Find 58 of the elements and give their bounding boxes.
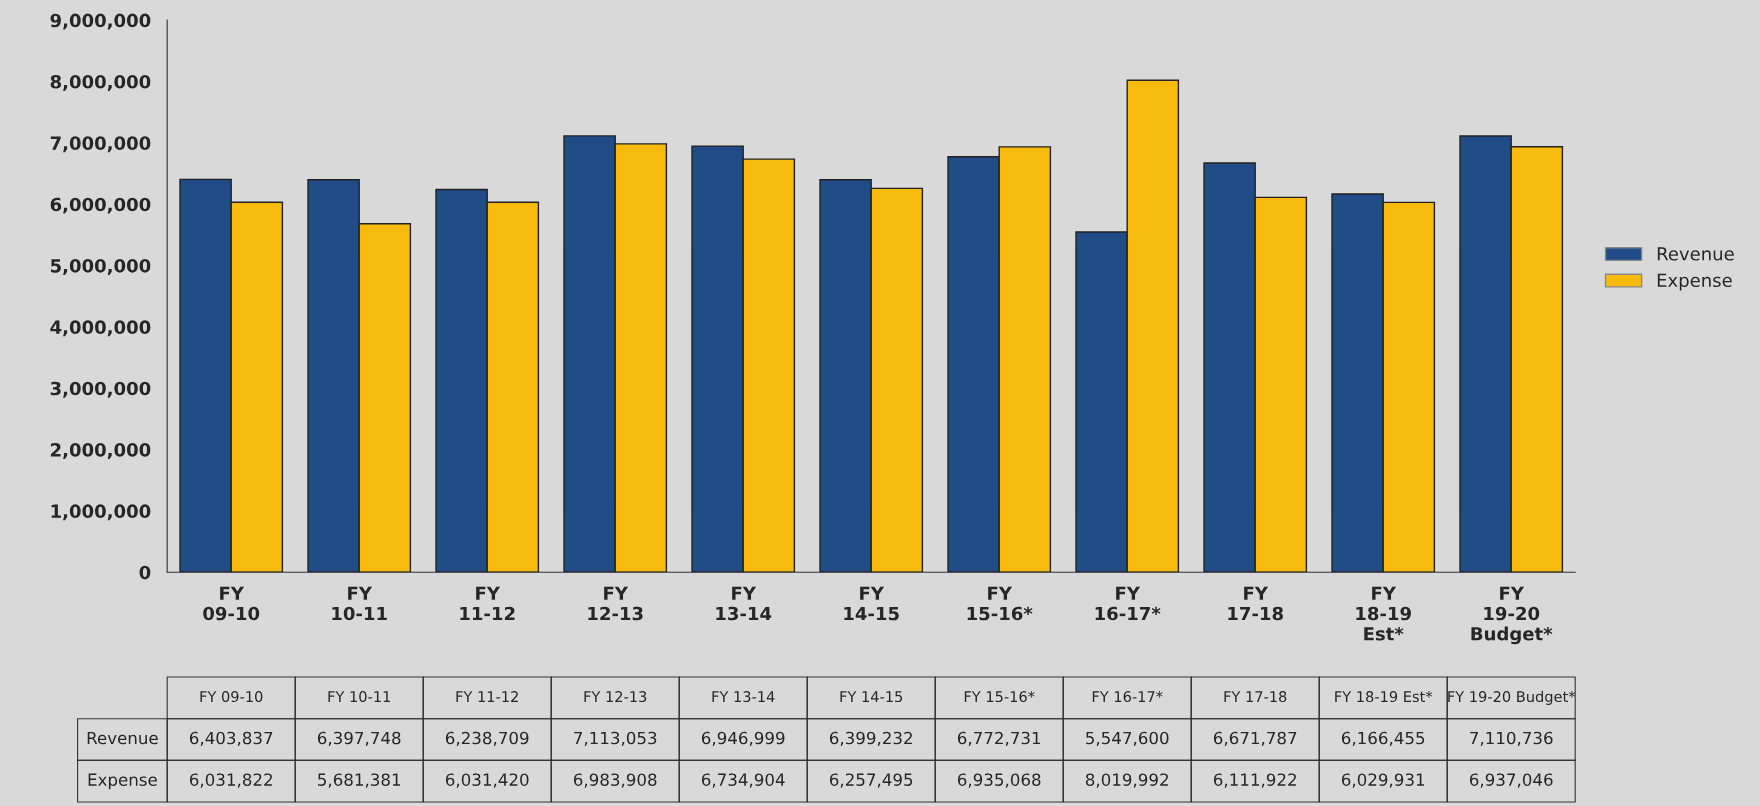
data-label: 6,946,999 (701, 731, 785, 747)
x-tick-label: FY 11-12 (460, 586, 515, 621)
x-tick-label: FY 13-14 (716, 586, 772, 621)
category-label: FY 13-14 (712, 691, 775, 703)
category-label: FY 15-16* (964, 691, 1035, 703)
y-tick-label: 3,000,000 (50, 381, 151, 398)
category-label: FY 09-10 (200, 691, 263, 703)
y-tick-label: 4,000,000 (50, 320, 151, 337)
y-tick-label: 5,000,000 (50, 258, 151, 275)
x-tick-label: FY 17-18 (1228, 586, 1283, 621)
x-tick-label: FY 16-17* (1095, 586, 1161, 621)
y-tick-label: 6,000,000 (50, 197, 151, 214)
data-label: 6,399,232 (829, 731, 912, 747)
data-label: 6,983,908 (573, 773, 657, 788)
x-tick-label: FY 18-19 Est* (1356, 586, 1411, 641)
category-label: FY 14-15 (840, 691, 903, 703)
y-tick-label: 0 (139, 565, 151, 580)
category-label: FY 17-18 (1224, 691, 1287, 703)
y-tick-label: 8,000,000 (50, 74, 151, 91)
x-tick-label: FY 19-20 Budget* (1471, 586, 1553, 645)
data-label: 6,734,904 (701, 773, 785, 788)
category-label: FY 18-19 Est* (1335, 691, 1433, 703)
data-label: 6,257,495 (829, 773, 913, 788)
x-tick-label: FY 10-11 (332, 586, 387, 621)
category-label: FY 11-12 (456, 691, 518, 702)
data-label: 6,671,787 (1213, 731, 1297, 747)
data-label: 6,935,068 (957, 773, 1041, 788)
y-tick-label: 9,000,000 (50, 13, 151, 30)
category-label: FY 16-17* (1092, 691, 1163, 703)
data-label: 7,110,736 (1470, 731, 1553, 747)
x-tick-label: FY 15-16* (967, 586, 1033, 621)
data-label: 6,397,748 (317, 731, 401, 747)
category-label: FY 12-13 (584, 691, 647, 703)
y-tick-label: 7,000,000 (50, 136, 151, 153)
text: Expense (88, 773, 157, 790)
data-label: 6,029,931 (1341, 773, 1425, 788)
data-label: 6,403,837 (189, 731, 273, 747)
data-label: 6,111,922 (1213, 773, 1296, 788)
data-label: 6,238,709 (445, 731, 529, 747)
y-tick-label: 1,000,000 (51, 504, 151, 521)
data-label: 7,113,053 (574, 731, 657, 747)
data-label: 5,681,381 (318, 773, 401, 788)
y-tick-label: 2,000,000 (51, 443, 151, 459)
legend-label: Expense (1657, 273, 1732, 291)
x-tick-label: FY 12-13 (588, 586, 643, 621)
data-label: 6,937,046 (1469, 773, 1553, 788)
x-tick-label: FY 14-15 (844, 586, 899, 621)
data-label: 5,547,600 (1086, 731, 1169, 747)
data-label: 8,019,992 (1085, 773, 1168, 788)
category-label: FY 10-11 (328, 691, 391, 703)
data-label: 6,772,731 (957, 731, 1041, 747)
data-label: 6,031,420 (445, 773, 529, 788)
data-label: 6,031,822 (189, 773, 272, 788)
legend-label: Revenue (1657, 247, 1734, 261)
x-tick-label: FY 09-10 (203, 586, 260, 621)
data-label: 6,166,455 (1341, 731, 1425, 747)
text: Revenue (87, 731, 158, 745)
category-label: FY 19-20 Budget* (1448, 690, 1576, 705)
